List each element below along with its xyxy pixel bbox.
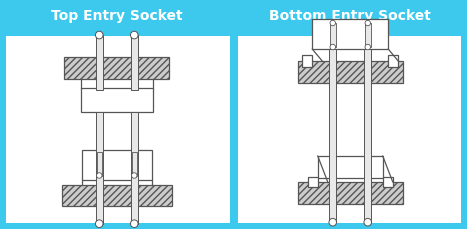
Bar — [388, 56, 398, 68]
Circle shape — [95, 32, 103, 40]
Text: Top Entry Socket: Top Entry Socket — [51, 8, 183, 22]
Bar — [298, 182, 403, 204]
Bar — [96, 36, 103, 91]
Bar — [364, 50, 371, 222]
Circle shape — [130, 220, 138, 227]
Circle shape — [97, 173, 102, 178]
Circle shape — [365, 21, 370, 27]
Bar — [229, 37, 238, 223]
Bar — [62, 185, 172, 206]
Bar — [298, 62, 403, 84]
Bar — [6, 37, 231, 223]
Bar — [97, 152, 102, 176]
Bar — [131, 113, 138, 224]
Bar — [64, 58, 169, 80]
Circle shape — [364, 218, 372, 226]
Bar — [318, 156, 383, 178]
Bar — [96, 113, 103, 224]
Bar — [132, 152, 137, 176]
Bar — [329, 50, 336, 222]
Bar — [308, 177, 318, 187]
Circle shape — [330, 21, 335, 27]
Bar — [365, 24, 370, 48]
Circle shape — [329, 218, 337, 226]
Bar — [302, 56, 312, 68]
Bar — [82, 150, 152, 180]
Bar — [330, 24, 335, 48]
Bar — [236, 37, 461, 223]
Bar — [383, 177, 393, 187]
Circle shape — [95, 220, 103, 227]
Bar — [312, 20, 388, 50]
Circle shape — [130, 32, 138, 40]
Circle shape — [132, 173, 137, 178]
Bar — [131, 36, 138, 91]
Circle shape — [365, 45, 370, 51]
Text: Bottom Entry Socket: Bottom Entry Socket — [269, 8, 431, 22]
Bar — [81, 89, 153, 113]
Circle shape — [330, 45, 335, 51]
Bar — [0, 0, 467, 31]
